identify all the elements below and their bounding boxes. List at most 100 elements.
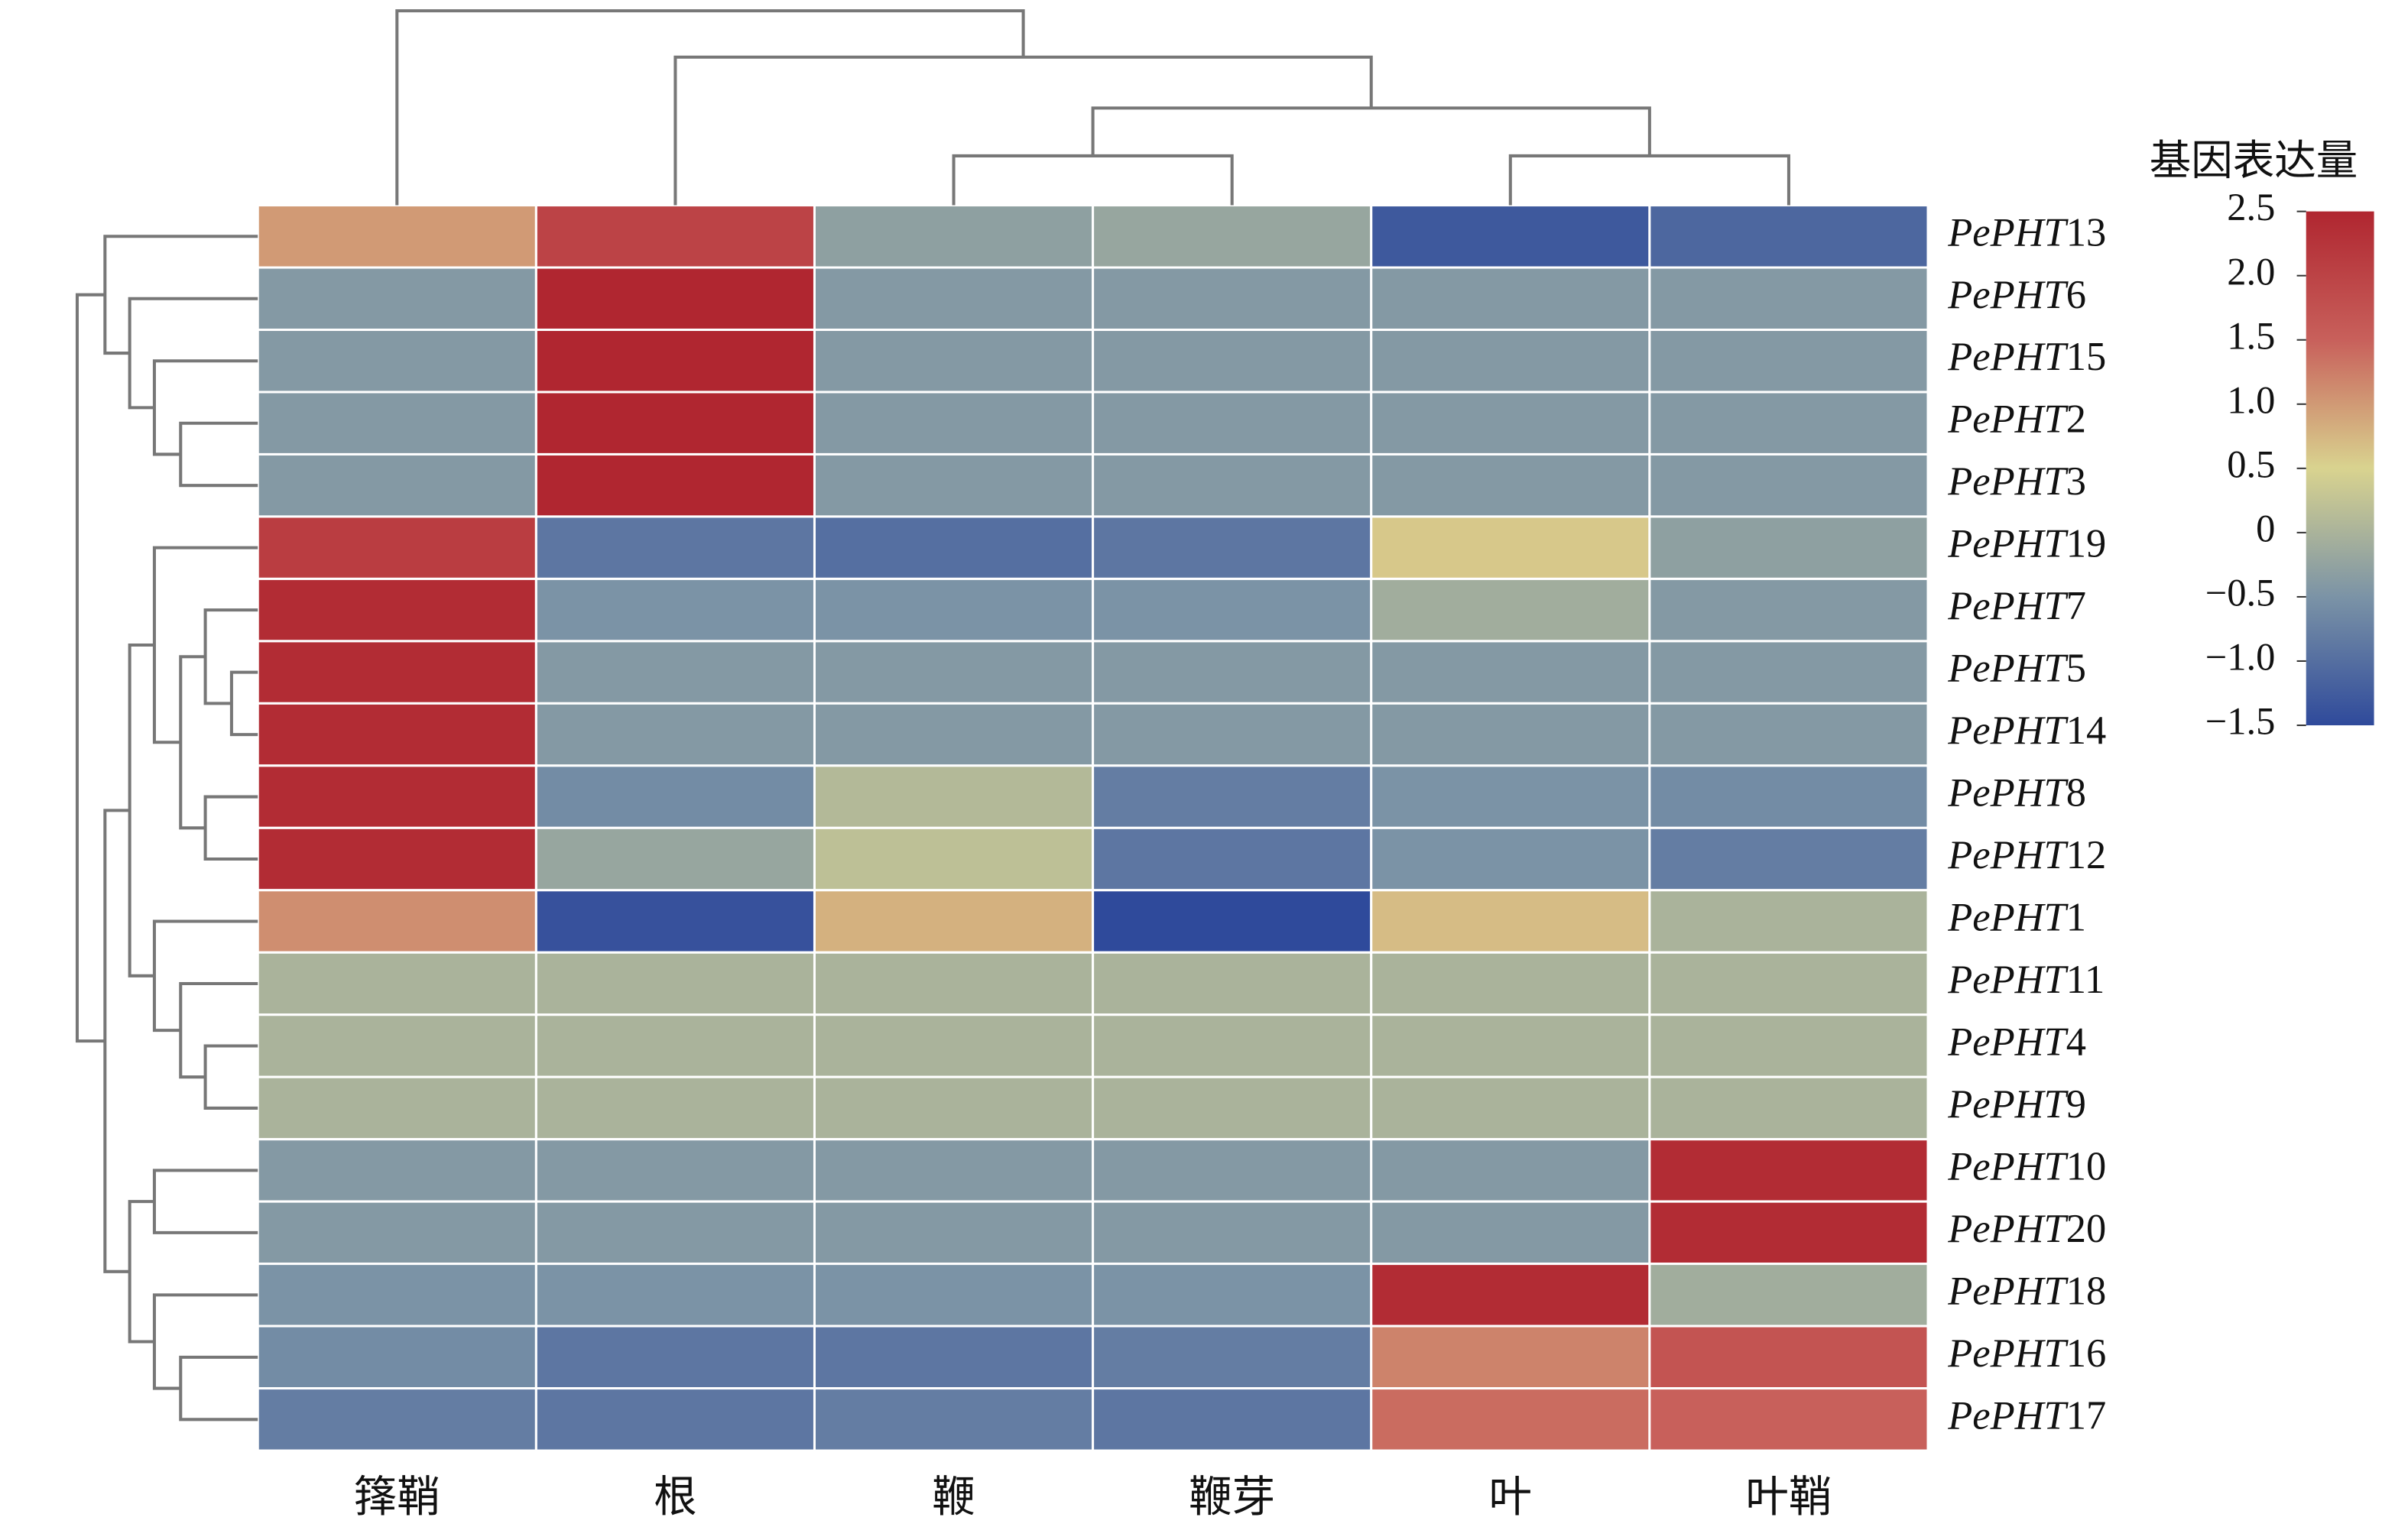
heatmap-cell [1648,640,1929,705]
heatmap-cell [1648,889,1929,954]
colorbar-tick-label: 1.0 [2227,378,2275,421]
dendrogram-branch [152,1293,258,1390]
heatmap-cell [1370,764,1651,829]
row-label: PePHT8 [1947,771,2086,815]
column-label: 鞭芽 [1189,1474,1275,1522]
heatmap-cell [1370,1387,1651,1452]
heatmap-cell [1648,951,1929,1016]
heatmap-cell [813,1324,1095,1390]
heatmap-cell [1092,640,1373,705]
heatmap-cell [256,1200,537,1266]
heatmap-cell [534,640,816,705]
heatmap-cell [1370,391,1651,456]
dendrogram-branch [179,421,258,488]
heatmap-cell [813,1263,1095,1328]
heatmap-cell [534,702,816,767]
heatmap-cell [1092,1263,1373,1328]
heatmap-cell [813,577,1095,643]
heatmap-cell [813,391,1095,456]
heatmap-cell [1648,764,1929,829]
colorbar-tick-label: −1.5 [2205,700,2276,743]
column-label: 叶鞘 [1745,1474,1832,1522]
row-label: PePHT17 [1947,1393,2106,1438]
dendrogram-branch [128,643,154,977]
heatmap-cell [534,328,816,394]
row-label: PePHT13 [1947,210,2106,254]
row-label: PePHT2 [1947,397,2086,442]
heatmap-cell [813,764,1095,829]
heatmap-cell [813,328,1095,394]
heatmap-cell [1648,1075,1929,1141]
heatmap-cell [534,951,816,1016]
heatmap-cell [1370,951,1651,1016]
heatmap-cell [534,452,816,518]
heatmap-cell [256,1263,537,1328]
dendrogram-branch [179,655,206,830]
heatmap-cell [813,1387,1095,1452]
row-label: PePHT19 [1947,522,2106,566]
heatmap-cell [1370,1138,1651,1203]
row-label: PePHT15 [1947,335,2106,379]
heatmap-cell [1648,702,1929,767]
row-label: PePHT14 [1947,708,2106,753]
dendrogram-branch [673,55,1373,206]
heatmap-cell [813,204,1095,269]
dendrogram-branch [952,154,1234,206]
heatmap-cell [813,1200,1095,1266]
dendrogram-branch [103,809,130,1273]
heatmap-cell [534,1138,816,1203]
heatmap-cell [1092,204,1373,269]
row-label: PePHT9 [1947,1082,2086,1127]
heatmap-cell [813,702,1095,767]
row-label: PePHT18 [1947,1269,2106,1313]
heatmap-cell [534,764,816,829]
heatmap-cell [1092,515,1373,580]
heatmap-cell [256,515,537,580]
heatmap-cell [256,204,537,269]
heatmap-cell [534,515,816,580]
row-label: PePHT4 [1947,1020,2086,1065]
heatmap-cell [1370,1324,1651,1390]
dendrogram-branch [1091,106,1651,156]
heatmap-cell [256,1387,537,1452]
heatmap-cell [1648,826,1929,892]
heatmap-cell [1370,1075,1651,1141]
heatmap-cell [813,951,1095,1016]
heatmap-cell [1370,1263,1651,1328]
heatmap-cell [1092,1075,1373,1141]
dendrogram-branch [128,1200,154,1344]
dendrogram-branch [203,795,258,861]
heatmap-cell [1092,577,1373,643]
heatmap-cell [256,1075,537,1141]
heatmap-cell [1370,702,1651,767]
row-label: PePHT11 [1947,958,2105,1002]
dendrogram-branch [179,1355,258,1422]
colorbar-tick-label: 2.0 [2227,250,2275,293]
dendrogram-branch [103,235,258,355]
row-label: PePHT5 [1947,647,2086,691]
heatmap-cell [1092,1013,1373,1078]
heatmap-cell [1370,452,1651,518]
row-label: PePHT3 [1947,459,2086,504]
heatmap-cell [1370,640,1651,705]
heatmap-cell [1092,391,1373,456]
column-label: 根 [654,1474,697,1522]
heatmap-cell [534,1324,816,1390]
colorbar-tick-label: 1.5 [2227,314,2275,357]
heatmap-cell [1648,1324,1929,1390]
heatmap-cell [256,391,537,456]
heatmap-cell [1648,328,1929,394]
heatmap-cell [534,1263,816,1328]
heatmap-cell [813,826,1095,892]
dendrogram-branch [75,293,105,1043]
heatmap-cell [256,764,537,829]
row-label: PePHT1 [1947,896,2086,940]
heatmap-cell [534,204,816,269]
colorbar [2306,211,2374,726]
heatmap-cell [813,266,1095,332]
heatmap-cell [256,640,537,705]
heatmap-cell [1092,1324,1373,1390]
row-label: PePHT10 [1947,1144,2106,1188]
heatmap-cell [813,1013,1095,1078]
